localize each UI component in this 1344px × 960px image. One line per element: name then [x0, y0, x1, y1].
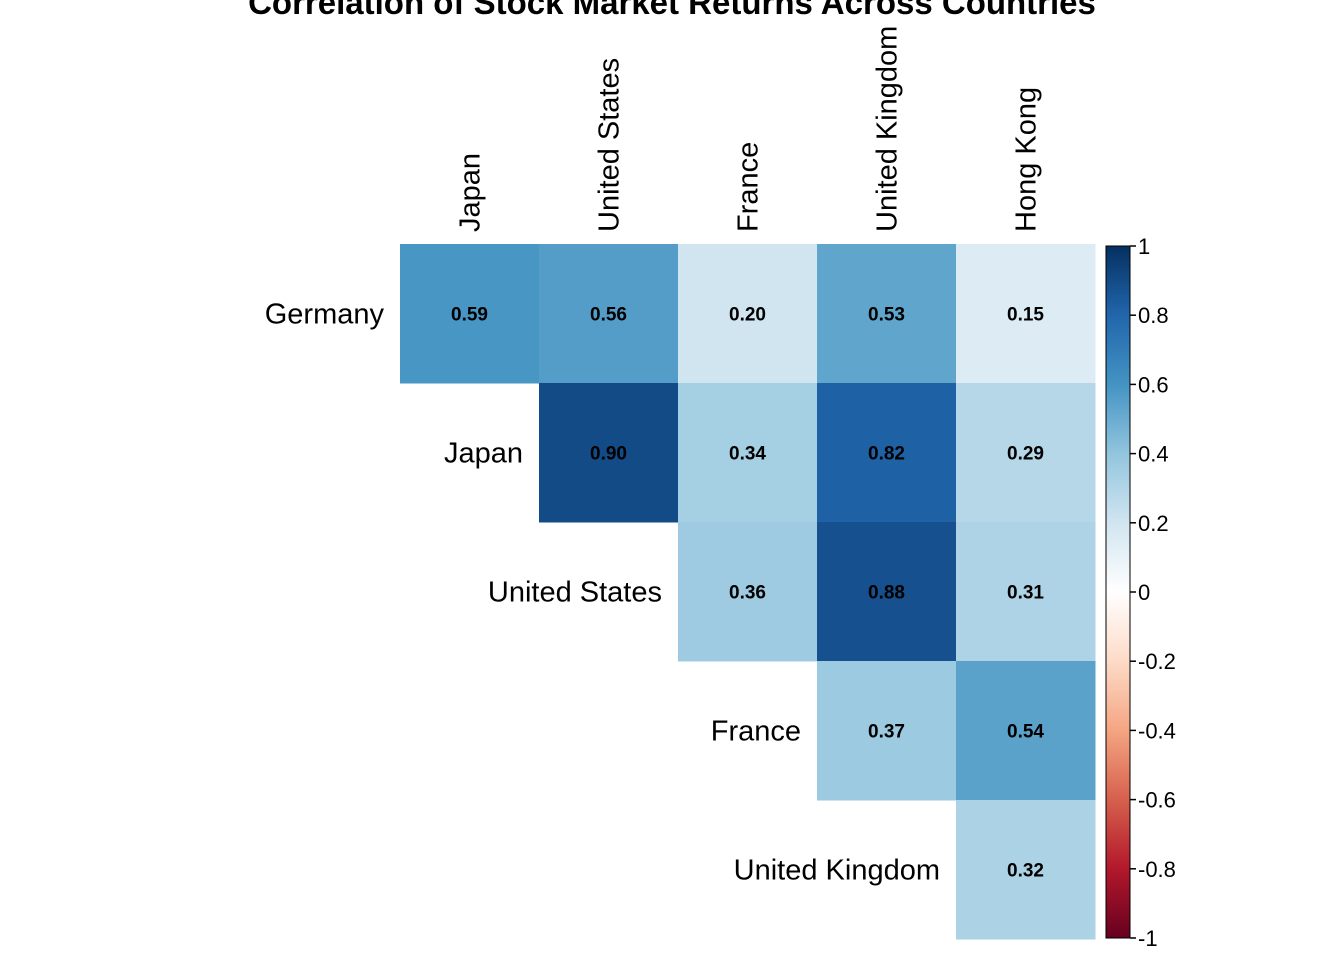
cell-france-hong-kong: [956, 661, 1096, 801]
chart-title: Correlation of Stock Market Returns Acro…: [248, 0, 1096, 21]
cell-label-japan-france: 0.34: [729, 444, 766, 465]
colorbar-tick-label: -0.2: [1138, 649, 1176, 674]
cell-germany-hong-kong: [956, 244, 1096, 384]
colorbar-tick-label: -1: [1138, 926, 1158, 951]
colorbar-tick-label: 0.6: [1138, 372, 1169, 397]
col-label-united-kingdom: United Kingdom: [872, 26, 904, 232]
cell-label-germany-united-states: 0.56: [590, 305, 627, 326]
cell-label-japan-united-states: 0.90: [590, 444, 627, 465]
cell-united-kingdom-hong-kong: [956, 800, 1096, 940]
cell-label-united-kingdom-hong-kong: 0.32: [1007, 861, 1044, 882]
row-label-france: France: [711, 716, 801, 748]
col-label-hong-kong: Hong Kong: [1011, 87, 1043, 232]
colorbar-tick-label: 0.2: [1138, 511, 1169, 536]
cell-germany-united-kingdom: [817, 244, 957, 384]
colorbar-ticks: 1 0.8 0.6 0.4 0.2 0 -0.2 -0.4 -0.6 -0.8 -1: [1130, 234, 1176, 951]
cell-label-united-states-france: 0.36: [729, 583, 766, 604]
row-label-united-states: United States: [488, 577, 662, 609]
cell-label-japan-united-kingdom: 0.82: [868, 444, 905, 465]
col-label-france: France: [733, 142, 765, 232]
cell-japan-united-states: [539, 383, 679, 523]
colorbar-tick-label: 0: [1138, 580, 1150, 605]
cell-united-states-hong-kong: [956, 522, 1096, 662]
row-labels: Germany Japan United States France United Ki…: [265, 299, 940, 887]
colorbar-tick-label: 0.4: [1138, 442, 1169, 467]
colorbar-gradient: [1105, 245, 1131, 939]
row-label-japan: Japan: [444, 438, 523, 470]
cell-germany-japan: [400, 244, 540, 384]
colorbar-tick-label: -0.8: [1138, 857, 1176, 882]
cell-japan-hong-kong: [956, 383, 1096, 523]
cell-united-states-united-kingdom: [817, 522, 957, 662]
row-label-united-kingdom: United Kingdom: [734, 855, 940, 887]
cell-label-germany-hong-kong: 0.15: [1007, 305, 1044, 326]
column-labels: Japan United States France United Kingdom Ho…: [455, 26, 1043, 232]
colorbar-tick-label: -0.4: [1138, 718, 1176, 743]
cell-label-germany-japan: 0.59: [451, 305, 488, 326]
cell-france-united-kingdom: [817, 661, 957, 801]
row-label-germany: Germany: [265, 299, 385, 331]
cell-germany-united-states: [539, 244, 679, 384]
colorbar-tick-label: -0.6: [1138, 788, 1176, 813]
cell-label-japan-hong-kong: 0.29: [1007, 444, 1044, 465]
col-label-japan: Japan: [455, 153, 487, 232]
cell-label-germany-france: 0.20: [729, 305, 766, 326]
cell-label-united-states-united-kingdom: 0.88: [868, 583, 905, 604]
col-label-united-states: United States: [594, 58, 626, 232]
cell-japan-united-kingdom: [817, 383, 957, 523]
cell-label-united-states-hong-kong: 0.31: [1007, 583, 1044, 604]
cell-united-states-france: [678, 522, 818, 662]
colorbar-tick-label: 1: [1138, 234, 1150, 259]
colorbar: 1 0.8 0.6 0.4 0.2 0 -0.2 -0.4 -0.6 -0.8 -1: [1105, 234, 1176, 951]
cell-germany-france: [678, 244, 818, 384]
heatmap-cells: 0.59 0.56 0.20 0.53 0.15 0.90 0.34 0.82 0.29 0.36…: [400, 244, 1096, 940]
cell-label-france-united-kingdom: 0.37: [868, 722, 905, 743]
cell-label-germany-united-kingdom: 0.53: [868, 305, 905, 326]
cell-japan-france: [678, 383, 818, 523]
colorbar-tick-label: 0.8: [1138, 303, 1169, 328]
cell-label-france-hong-kong: 0.54: [1007, 722, 1044, 743]
